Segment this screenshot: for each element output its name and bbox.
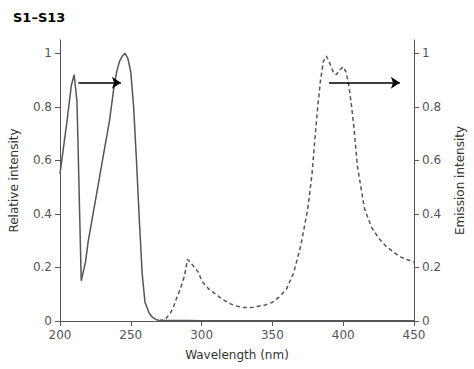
svg-text:0.2: 0.2: [33, 260, 52, 274]
svg-text:Emission intensity: Emission intensity: [453, 126, 467, 235]
svg-text:400: 400: [332, 328, 355, 342]
svg-text:Relative intensity: Relative intensity: [7, 128, 21, 232]
svg-text:1: 1: [44, 46, 52, 60]
svg-text:0.8: 0.8: [422, 100, 441, 114]
svg-text:S1–S13: S1–S13: [13, 10, 65, 25]
svg-text:0.6: 0.6: [33, 153, 52, 167]
svg-text:0.6: 0.6: [422, 153, 441, 167]
svg-text:200: 200: [49, 328, 72, 342]
svg-text:0.4: 0.4: [33, 207, 52, 221]
svg-text:0.4: 0.4: [422, 207, 441, 221]
svg-text:300: 300: [190, 328, 213, 342]
svg-text:0.8: 0.8: [33, 100, 52, 114]
svg-text:250: 250: [119, 328, 142, 342]
svg-text:0: 0: [422, 314, 430, 328]
svg-text:350: 350: [261, 328, 284, 342]
svg-text:0: 0: [44, 314, 52, 328]
svg-text:450: 450: [403, 328, 426, 342]
svg-text:Wavelength (nm): Wavelength (nm): [185, 348, 289, 362]
svg-text:1: 1: [422, 46, 430, 60]
svg-text:0.2: 0.2: [422, 260, 441, 274]
